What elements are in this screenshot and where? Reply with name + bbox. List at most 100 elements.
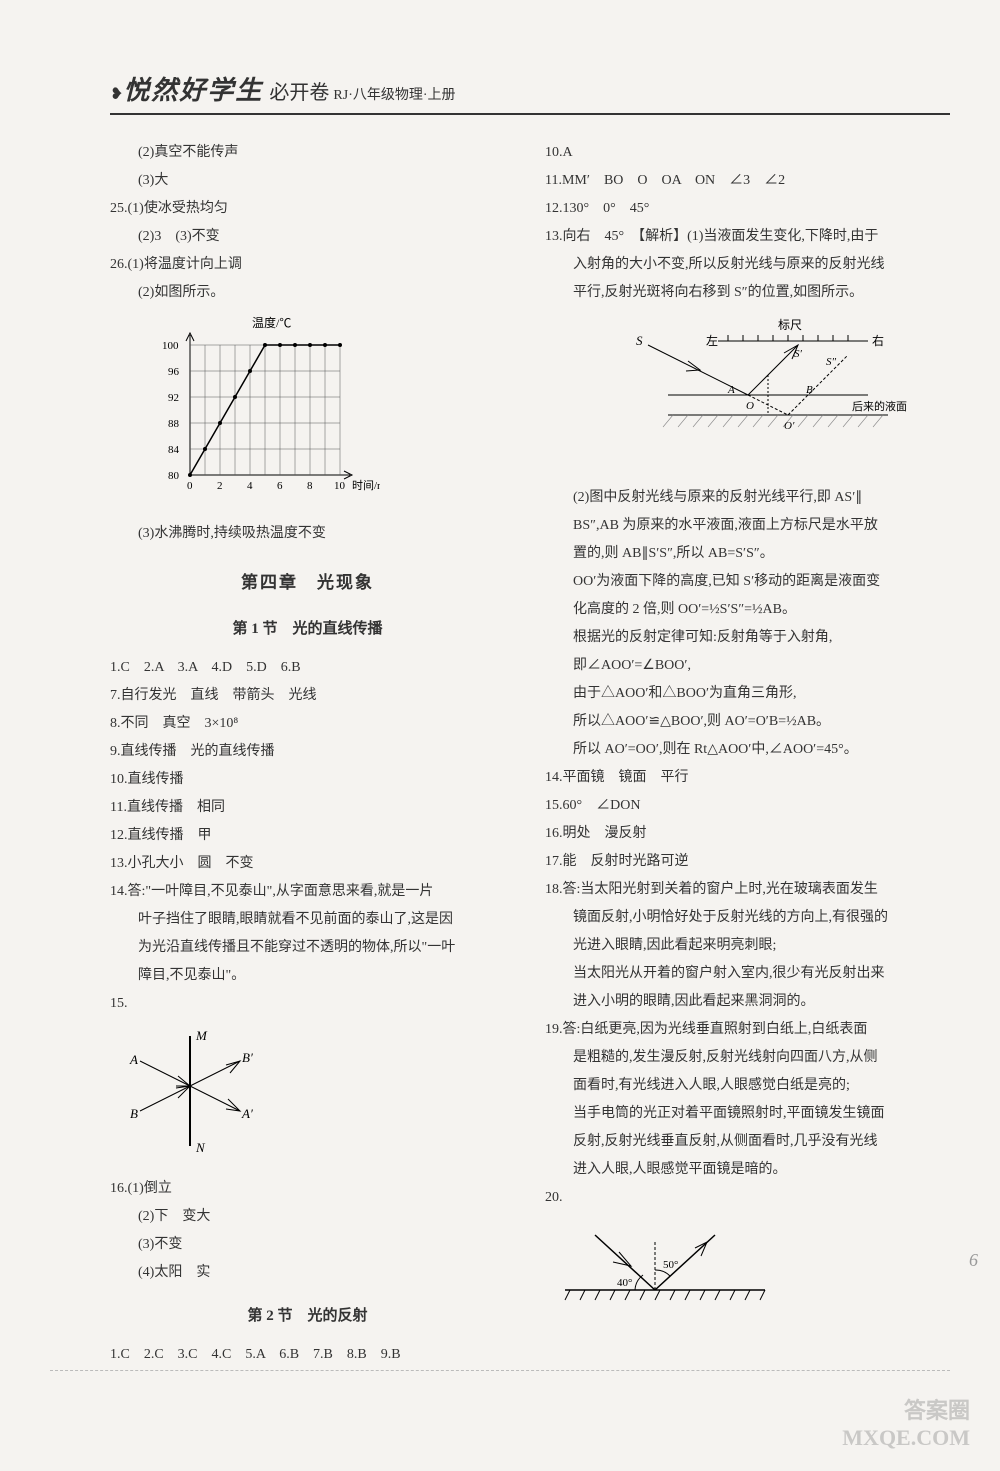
s1-13: 13.小孔大小 圆 不变: [110, 850, 505, 878]
r18c: 光进入眼睛,因此看起来明亮刺眼;: [545, 932, 940, 960]
s1-11: 11.直线传播 相同: [110, 794, 505, 822]
page-header: ❥ 悦然好学生 必开卷 RJ·八年级物理·上册: [110, 70, 950, 115]
s1-15: 15.: [110, 990, 505, 1018]
r13e: BS″,AB 为原来的水平液面,液面上方标尺是水平放: [545, 512, 940, 540]
xtick-6: 6: [277, 480, 283, 492]
left-column: (2)真空不能传声 (3)大 25.(1)使冰受热均匀 (2)3 (3)不变 2…: [50, 139, 505, 1369]
s1-14b: 叶子挡住了眼睛,眼睛就看不见前面的泰山了,这是因: [110, 906, 505, 934]
r10: 10.A: [545, 139, 940, 167]
figure-15: M N A B B′ A′: [120, 1026, 505, 1167]
r13c: 平行,反射光斑将向右移到 S″的位置,如图所示。: [545, 279, 940, 307]
r19d: 当手电筒的光正对着平面镜照射时,平面镜发生镜面: [545, 1100, 940, 1128]
r13l: 所以△AOO′≌△BOO′,则 AO′=O′B=½AB。: [545, 708, 940, 736]
r13f: 置的,则 AB∥S′S″,所以 AB=S′S″。: [545, 540, 940, 568]
s2-1-9: 1.C 2.C 3.C 4.C 5.A 6.B 7.B 8.B 9.B: [110, 1341, 505, 1369]
r16: 16.明处 漫反射: [545, 820, 940, 848]
content-columns: (2)真空不能传声 (3)大 25.(1)使冰受热均匀 (2)3 (3)不变 2…: [50, 139, 950, 1369]
r15: 15.60° ∠DON: [545, 792, 940, 820]
s1-9: 9.直线传播 光的直线传播: [110, 738, 505, 766]
r12: 12.130° 0° 45°: [545, 195, 940, 223]
s1-16-3: (3)不变: [110, 1231, 505, 1259]
right-column: 10.A 11.MM′ BO O OA ON ∠3 ∠2 12.130° 0° …: [545, 139, 950, 1369]
r14: 14.平面镜 镜面 平行: [545, 764, 940, 792]
section1-title: 第 1 节 光的直线传播: [110, 614, 505, 644]
page-number: 6: [969, 1250, 978, 1271]
ytick-96: 96: [168, 366, 180, 378]
fig15-M: M: [195, 1028, 208, 1043]
r13b: 入射角的大小不变,所以反射光线与原来的反射光线: [545, 251, 940, 279]
footer-divider: [50, 1370, 950, 1371]
x-axis-label: 时间/min: [352, 479, 380, 492]
q24-2: (2)真空不能传声: [110, 139, 505, 167]
header-info: RJ·八年级物理·上册: [333, 84, 455, 104]
figure-20: 40° 50°: [555, 1220, 940, 1321]
watermark: 答案圈 MXQE.COM: [842, 1398, 970, 1451]
fig13-right: 右: [872, 333, 884, 348]
fig15-A: A: [129, 1052, 138, 1067]
s1-16-1: 16.(1)倒立: [110, 1175, 505, 1203]
q24-3: (3)大: [110, 167, 505, 195]
fig13-S1: S′: [794, 348, 803, 360]
r13h: 化高度的 2 倍,则 OO′=½S′S″=½AB。: [545, 596, 940, 624]
ytick-100: 100: [162, 340, 179, 352]
r13j: 即∠AOO′=∠BOO′,: [545, 652, 940, 680]
r18d: 当太阳光从开着的窗户射入室内,很少有光反射出来: [545, 960, 940, 988]
fig20-angle1: 40°: [617, 1277, 632, 1289]
r13g: OO′为液面下降的高度,已知 S′移动的距离是液面变: [545, 568, 940, 596]
fig15-B: B: [130, 1106, 138, 1121]
ytick-92: 92: [168, 392, 179, 404]
r19b: 是粗糙的,发生漫反射,反射光线射向四面八方,从侧: [545, 1044, 940, 1072]
r13m: 所以 AO′=OO′,则在 Rt△AOO′中,∠AOO′=45°。: [545, 736, 940, 764]
s1-10: 10.直线传播: [110, 766, 505, 794]
s1-14a: 14.答:"一叶障目,不见泰山",从字面意思来看,就是一片: [110, 878, 505, 906]
fig20-angle2: 50°: [663, 1259, 678, 1271]
fig13-ruler: 标尺: [778, 318, 802, 332]
r13i: 根据光的反射定律可知:反射角等于入射角,: [545, 624, 940, 652]
s1-12: 12.直线传播 甲: [110, 822, 505, 850]
r11: 11.MM′ BO O OA ON ∠3 ∠2: [545, 167, 940, 195]
fig15-A2: A′: [241, 1106, 253, 1121]
fig13-B: B: [806, 384, 813, 396]
figure-13: 标尺 左 右: [555, 315, 940, 476]
xtick-2: 2: [217, 480, 223, 492]
section2-title: 第 2 节 光的反射: [110, 1301, 505, 1331]
logo-text: 悦然好学生: [123, 70, 263, 107]
fig13-left: 左: [706, 333, 718, 348]
xtick-0: 0: [187, 480, 193, 492]
q25-2: (2)3 (3)不变: [110, 223, 505, 251]
r18a: 18.答:当太阳光射到关着的窗户上时,光在玻璃表面发生: [545, 876, 940, 904]
ytick-80: 80: [168, 470, 180, 482]
fig13-O1: O′: [784, 420, 795, 432]
xtick-8: 8: [307, 480, 313, 492]
q25-1: 25.(1)使冰受热均匀: [110, 195, 505, 223]
r19a: 19.答:白纸更亮,因为光线垂直照射到白纸上,白纸表面: [545, 1016, 940, 1044]
q26-1: 26.(1)将温度计向上调: [110, 251, 505, 279]
r18e: 进入小明的眼睛,因此看起来黑洞洞的。: [545, 988, 940, 1016]
fig13-A: A: [727, 384, 735, 396]
watermark-line2: MXQE.COM: [842, 1425, 970, 1451]
q26-2: (2)如图所示。: [110, 279, 505, 307]
r19c: 面看时,有光线进入人眼,人眼感觉白纸是亮的;: [545, 1072, 940, 1100]
y-axis-label: 温度/℃: [252, 315, 291, 330]
s1-14d: 障目,不见泰山"。: [110, 962, 505, 990]
r20: 20.: [545, 1184, 940, 1212]
fig13-O: O: [746, 400, 754, 412]
ytick-84: 84: [168, 444, 180, 456]
fig13-S: S: [636, 333, 643, 348]
fig13-S2: S″: [826, 356, 837, 368]
s1-14c: 为光沿直线传播且不能穿过不透明的物体,所以"一叶: [110, 934, 505, 962]
s1-16-2: (2)下 变大: [110, 1203, 505, 1231]
r13d: (2)图中反射光线与原来的反射光线平行,即 AS′∥: [545, 484, 940, 512]
s1-1-6: 1.C 2.A 3.A 4.D 5.D 6.B: [110, 654, 505, 682]
r18b: 镜面反射,小明恰好处于反射光线的方向上,有很强的: [545, 904, 940, 932]
r17: 17.能 反射时光路可逆: [545, 848, 940, 876]
r13k: 由于△AOO′和△BOO′为直角三角形,: [545, 680, 940, 708]
xtick-10: 10: [334, 480, 346, 492]
header-subtitle: 必开卷: [269, 76, 329, 105]
temperature-graph: 温度/℃: [140, 315, 505, 516]
s1-8: 8.不同 真空 3×10⁸: [110, 710, 505, 738]
ytick-88: 88: [168, 418, 180, 430]
s1-7: 7.自行发光 直线 带箭头 光线: [110, 682, 505, 710]
xtick-4: 4: [247, 480, 253, 492]
s1-16-4: (4)太阳 实: [110, 1259, 505, 1287]
